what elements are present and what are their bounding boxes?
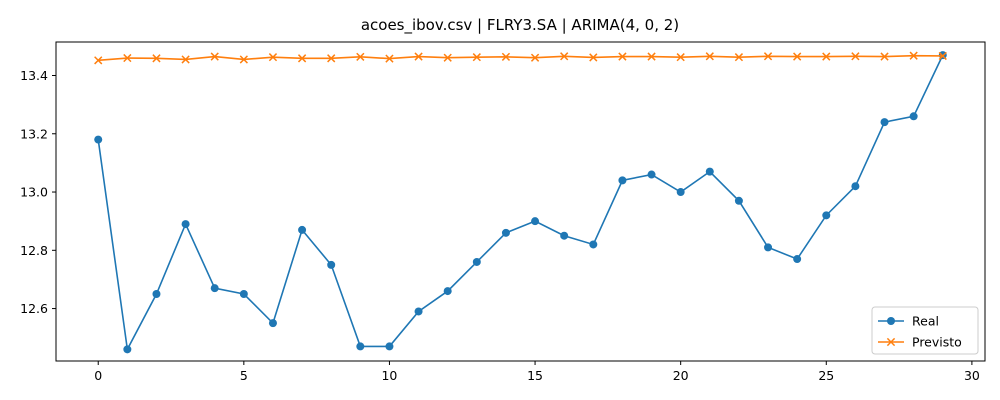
data-point-previsto — [356, 52, 365, 61]
data-point-real — [589, 240, 598, 249]
data-point-previsto — [530, 53, 540, 62]
x-tick-label: 10 — [381, 368, 397, 383]
legend-entry-previsto: Previsto — [878, 335, 962, 350]
data-point-previsto — [327, 54, 336, 63]
data-point-real — [560, 231, 569, 240]
plot-frame — [55, 41, 986, 362]
data-point-real — [268, 319, 277, 328]
series-real — [94, 51, 947, 354]
data-point-previsto — [123, 53, 132, 63]
data-point-real — [647, 170, 656, 179]
series-line-real — [97, 54, 944, 352]
data-point-real — [94, 135, 103, 144]
x-tick-label: 5 — [240, 368, 248, 383]
data-point-previsto — [909, 51, 918, 60]
x-tick-label: 0 — [94, 368, 102, 383]
data-point-real — [822, 211, 831, 220]
data-point-previsto — [618, 52, 627, 61]
data-point-real — [618, 176, 627, 185]
chart-title: acoes_ibov.csv | FLRY3.SA | ARIMA(4, 0, … — [361, 16, 679, 35]
data-point-previsto — [705, 52, 714, 61]
x-tick-label: 15 — [527, 368, 543, 383]
data-point-real — [298, 225, 307, 234]
data-point-previsto — [414, 52, 423, 61]
data-point-real — [356, 342, 365, 351]
data-point-real — [443, 287, 452, 296]
data-point-real — [531, 217, 540, 226]
legend-entry-real: Real — [878, 314, 939, 329]
data-point-previsto — [385, 54, 394, 63]
data-point-real — [181, 220, 190, 229]
data-point-previsto — [94, 56, 103, 65]
y-tick-label: 13.4 — [20, 68, 48, 83]
y-tick-label: 12.8 — [20, 243, 48, 258]
data-point-previsto — [938, 51, 947, 61]
y-tick-label: 13.0 — [20, 185, 48, 200]
data-point-previsto — [676, 53, 685, 62]
x-tick-label: 20 — [673, 368, 689, 383]
data-point-real — [385, 342, 394, 351]
plot-area — [55, 41, 986, 362]
data-point-previsto — [851, 52, 860, 61]
data-point-previsto — [443, 53, 452, 62]
x-tick-label: 25 — [818, 368, 834, 383]
data-point-previsto — [734, 53, 744, 62]
data-point-real — [676, 188, 685, 197]
data-point-previsto — [239, 55, 248, 64]
y-tick-label: 13.2 — [20, 126, 48, 141]
data-point-real — [793, 255, 802, 264]
data-point-previsto — [210, 52, 219, 61]
data-point-real — [210, 284, 219, 293]
series-layer — [94, 51, 947, 354]
series-line-previsto — [98, 54, 943, 62]
legend-marker-previsto — [886, 337, 896, 347]
legend: Real Previsto — [871, 306, 979, 355]
data-point-previsto — [589, 53, 598, 62]
data-point-real — [764, 243, 773, 252]
data-point-real — [734, 196, 743, 205]
data-point-previsto — [647, 52, 656, 61]
data-point-real — [123, 345, 132, 354]
y-axis: 12.6 12.8 13.0 13.2 13.4 — [20, 68, 56, 316]
data-point-real — [472, 257, 481, 266]
data-point-real — [880, 118, 889, 127]
data-point-real — [501, 228, 510, 237]
y-tick-label: 12.6 — [20, 301, 48, 316]
data-point-previsto — [297, 54, 307, 63]
data-point-real — [851, 182, 860, 191]
data-point-previsto — [501, 52, 511, 61]
data-point-previsto — [880, 52, 889, 61]
data-point-previsto — [793, 52, 802, 61]
legend-label-real: Real — [912, 314, 939, 329]
data-point-real — [239, 289, 248, 298]
series-previsto — [94, 51, 947, 65]
data-point-real — [414, 307, 423, 316]
legend-label-previsto: Previsto — [912, 335, 962, 350]
data-point-real — [705, 167, 714, 176]
legend-marker-real — [887, 317, 895, 325]
data-point-real — [152, 289, 161, 298]
data-point-previsto — [181, 55, 190, 64]
data-point-previsto — [560, 52, 569, 61]
x-axis: 0 5 10 15 20 25 30 — [94, 361, 980, 383]
data-point-previsto — [822, 52, 831, 61]
x-tick-label: 30 — [964, 368, 980, 383]
data-point-previsto — [763, 52, 773, 61]
data-point-previsto — [268, 53, 278, 62]
data-point-real — [909, 112, 918, 121]
data-point-real — [327, 260, 336, 269]
data-point-previsto — [152, 54, 161, 63]
data-point-previsto — [472, 53, 481, 62]
